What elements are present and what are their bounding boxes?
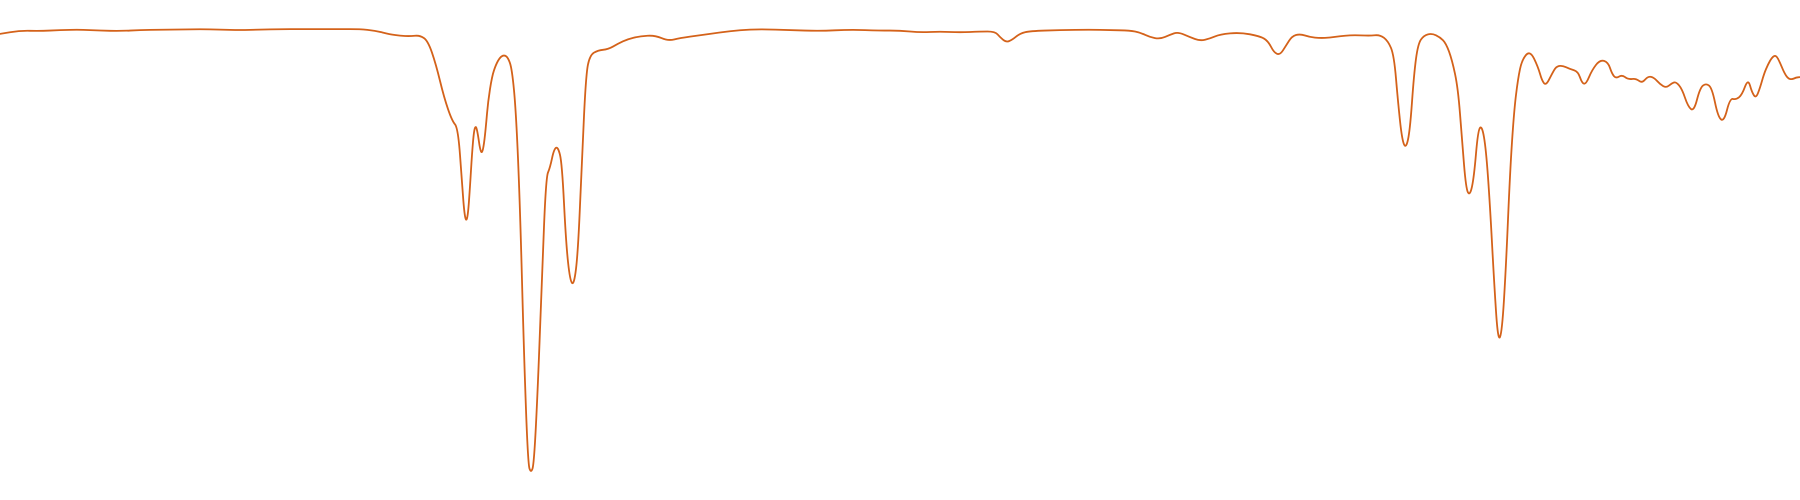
series-line-0 — [0, 28, 1800, 472]
plot-area — [0, 28, 1800, 472]
